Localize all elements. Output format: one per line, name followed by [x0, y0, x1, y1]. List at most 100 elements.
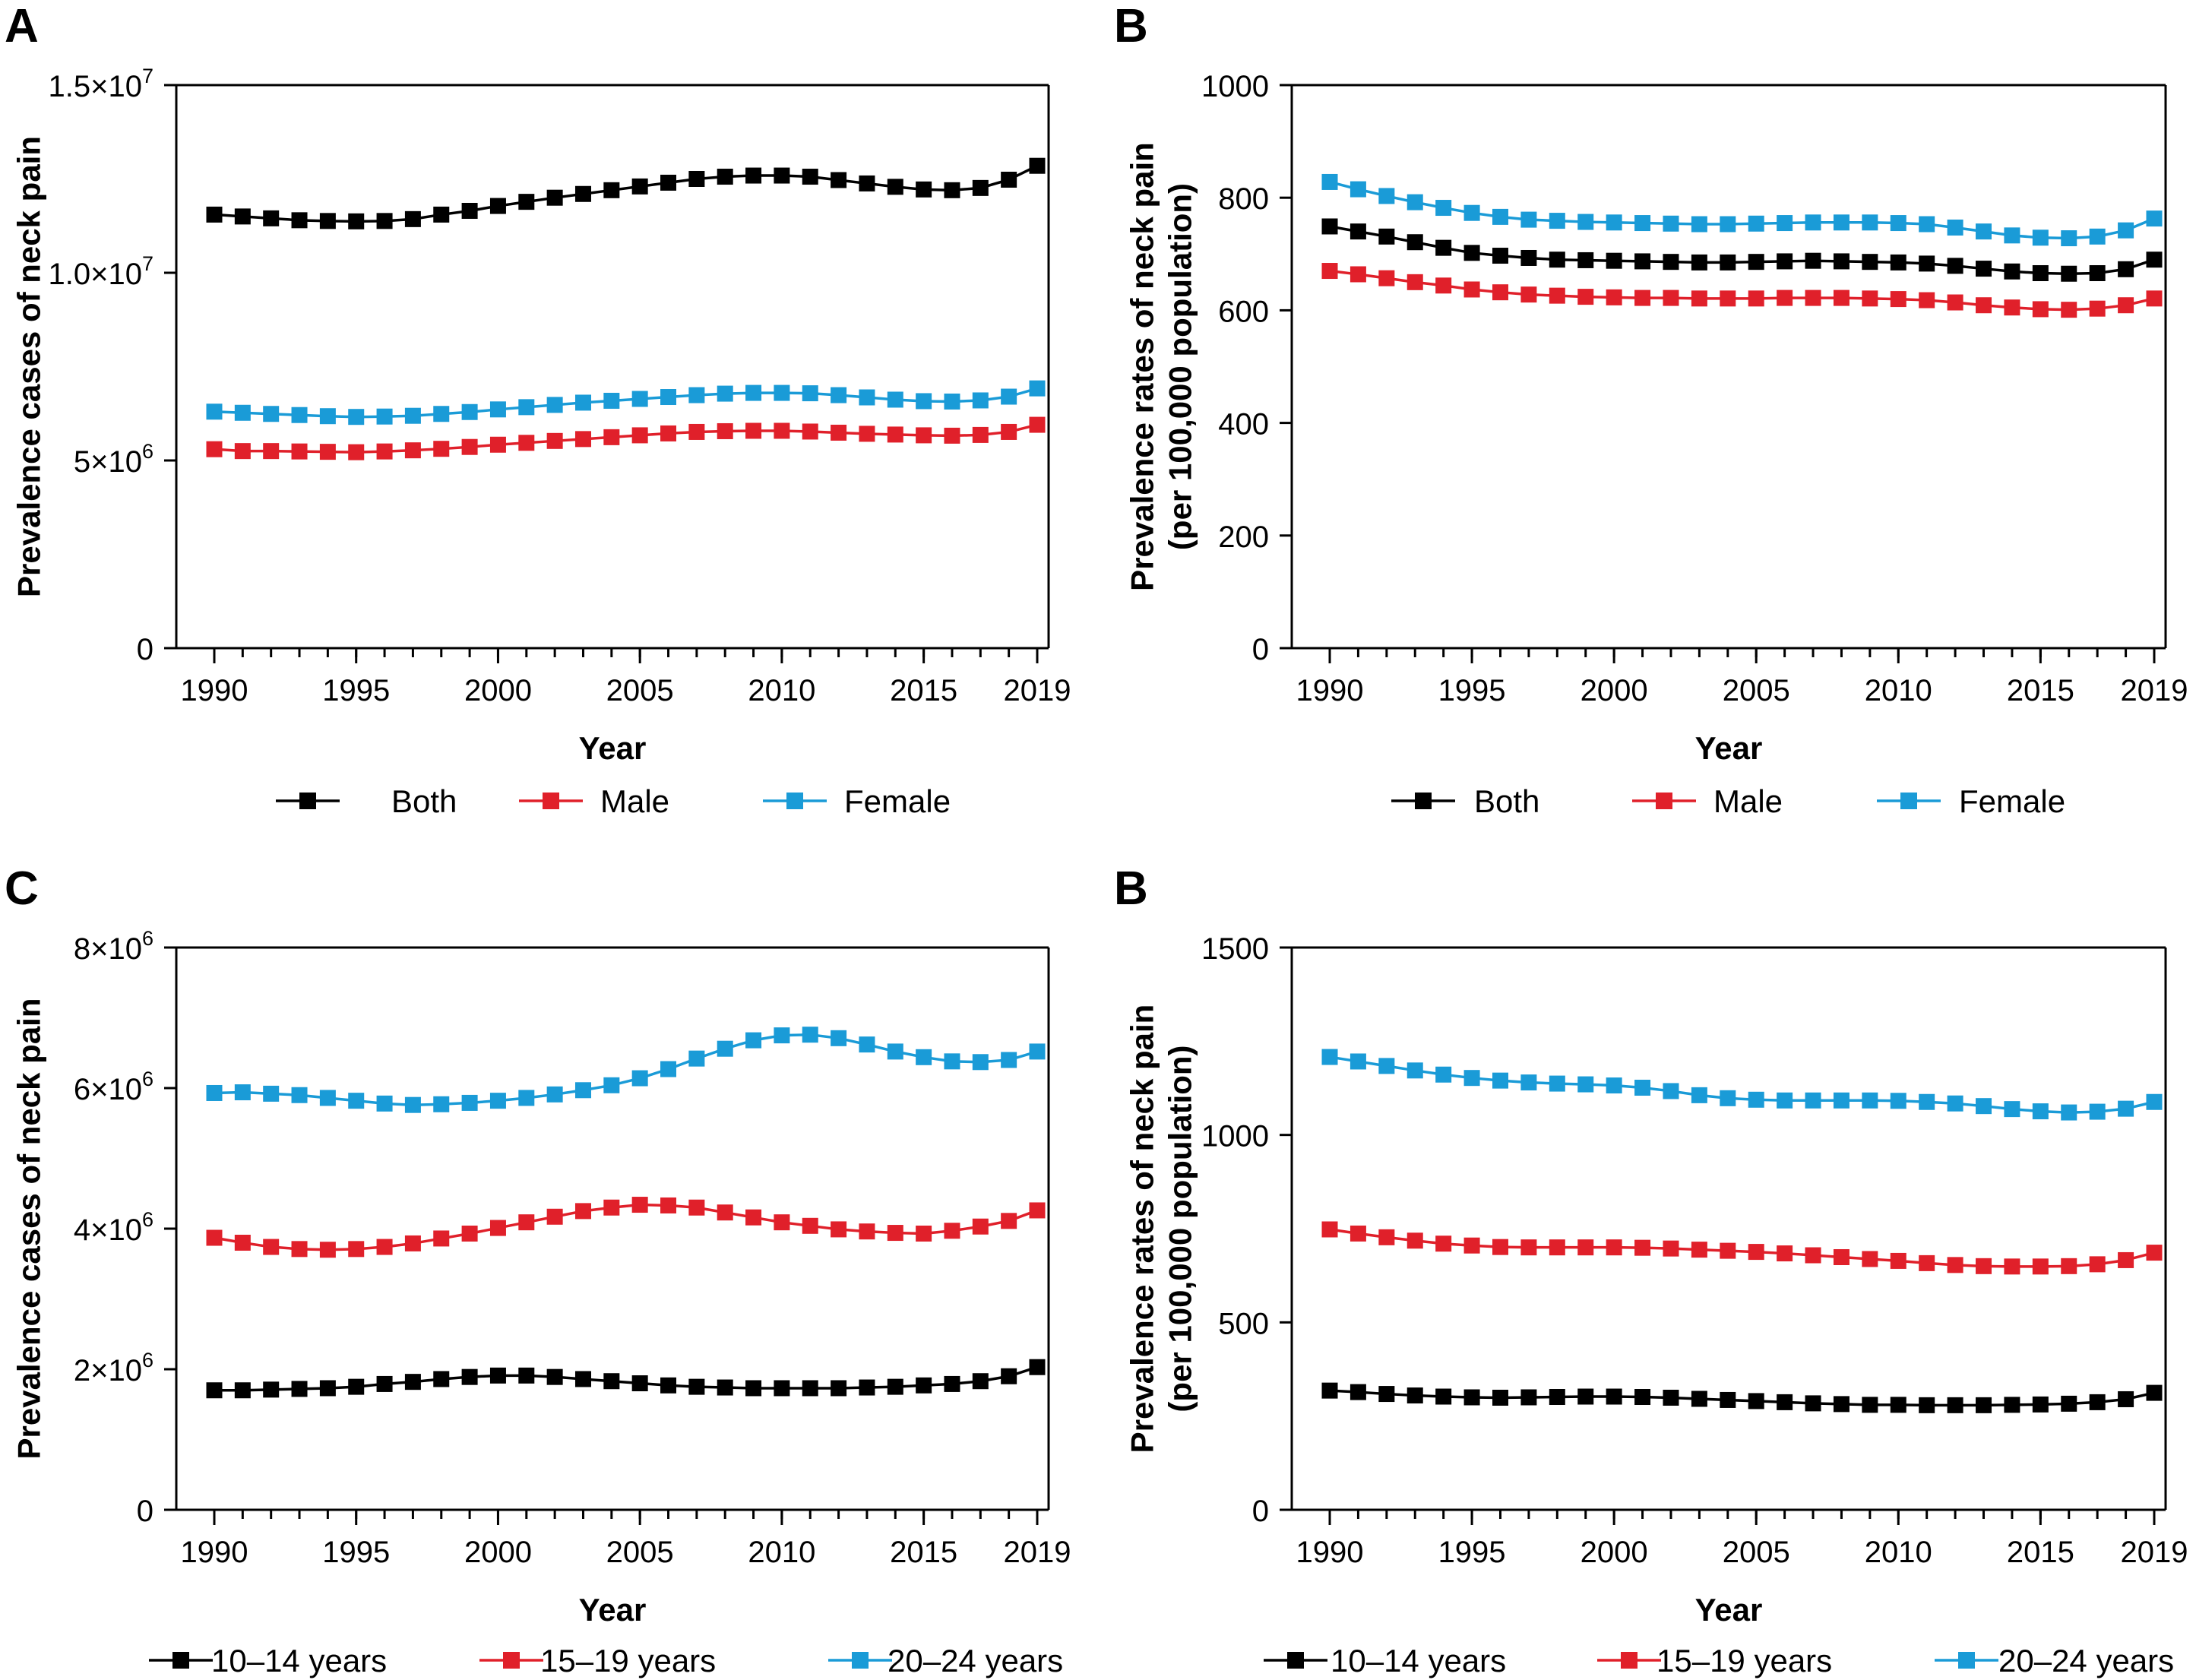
data-point [2004, 1101, 2020, 1118]
data-point [1378, 1229, 1395, 1245]
legend-marker [299, 793, 316, 809]
legend-entry: 10–14 years [149, 1643, 387, 1678]
x-tick-label: 2005 [1723, 674, 1790, 707]
legend-label: 10–14 years [1331, 1643, 1506, 1678]
data-point [234, 443, 251, 460]
y-tick-label: 200 [1218, 520, 1269, 554]
data-point [1407, 1062, 1423, 1079]
data-point [660, 1061, 677, 1077]
data-point [1976, 223, 1992, 240]
series-1 [206, 157, 1046, 229]
x-axis-title: Year [579, 1592, 647, 1628]
series-1 [1321, 218, 2163, 282]
data-point [745, 1032, 762, 1049]
data-point [518, 194, 535, 210]
data-point [404, 1374, 421, 1391]
data-point [348, 444, 365, 460]
series-line [214, 164, 1038, 223]
y-tick-label: 1500 [1201, 932, 1269, 966]
series-line [1329, 269, 2155, 312]
data-point [1890, 215, 1906, 232]
data-point [234, 1235, 251, 1251]
data-point [688, 171, 705, 187]
data-point [717, 1379, 733, 1396]
x-tick-label: 2000 [1581, 1536, 1648, 1569]
y-tick-mantissa: 6×10 [74, 1073, 142, 1106]
data-point [518, 1214, 535, 1231]
y-axis-title: Prevalence cases of neck pain [11, 998, 46, 1459]
y-tick-mantissa: 800 [1218, 182, 1269, 216]
legend-label: 15–19 years [540, 1643, 716, 1678]
data-point [404, 1235, 421, 1251]
data-point [1805, 1247, 1821, 1264]
y-tick-mantissa: 5×10 [74, 445, 142, 479]
data-point [489, 198, 506, 214]
data-point [887, 179, 903, 195]
data-point [831, 1380, 847, 1397]
data-point [461, 1094, 478, 1111]
data-point [1435, 239, 1452, 256]
data-point [1492, 284, 1508, 301]
legend-marker [852, 1652, 869, 1669]
y-tick-mantissa: 1.0×10 [49, 258, 142, 291]
data-point [1833, 1396, 1850, 1413]
series-3 [1321, 173, 2163, 247]
data-point [376, 1239, 393, 1255]
y-tick-mantissa: 200 [1218, 520, 1269, 554]
data-point [1947, 294, 1963, 311]
x-tick-label: 2005 [606, 674, 674, 707]
data-point [774, 1214, 790, 1231]
data-point [461, 1368, 478, 1385]
y-tick-mantissa: 0 [137, 633, 153, 666]
data-point [1350, 1225, 1366, 1242]
data-point [1029, 1043, 1046, 1060]
series-1 [1321, 1382, 2163, 1413]
data-point [461, 403, 478, 420]
data-point [1890, 1093, 1906, 1109]
data-point [319, 1090, 336, 1106]
legend-entry: Female [1877, 783, 2065, 819]
data-point [859, 426, 875, 442]
data-point [1492, 1072, 1508, 1089]
y-tick-exponent: 6 [142, 1349, 153, 1372]
data-point [1777, 215, 1793, 232]
data-point [1748, 254, 1764, 271]
data-point [206, 441, 223, 457]
series-line [1329, 180, 2155, 240]
legend-marker [1900, 793, 1917, 809]
data-point [1777, 253, 1793, 270]
data-point [291, 1087, 308, 1103]
data-point [1378, 270, 1395, 286]
series-line [214, 423, 1038, 454]
data-point [745, 1209, 762, 1226]
data-point [518, 1367, 535, 1384]
data-point [1549, 1389, 1565, 1406]
x-tick-label: 1995 [1438, 1536, 1506, 1569]
data-point [1777, 1092, 1793, 1109]
data-point [2118, 1100, 2134, 1117]
data-point [376, 1095, 393, 1112]
data-point [1350, 223, 1366, 240]
data-point [234, 404, 251, 421]
data-point [489, 436, 506, 453]
data-point [1606, 1077, 1622, 1094]
data-point [1919, 1397, 1935, 1413]
data-point [1833, 1248, 1850, 1265]
data-point [745, 384, 762, 401]
data-point [2004, 263, 2020, 280]
data-point [2146, 1245, 2163, 1261]
data-point [319, 1380, 336, 1397]
data-point [887, 1043, 903, 1060]
x-tick-label: 2019 [1004, 674, 1071, 707]
y-tick-mantissa: 1000 [1201, 1120, 1269, 1153]
data-point [1549, 287, 1565, 304]
data-point [1001, 1213, 1017, 1229]
y-tick-label: 1000 [1201, 70, 1269, 103]
data-point [1890, 291, 1906, 308]
legend-label: Both [1474, 783, 1539, 819]
y-tick-exponent: 6 [142, 1068, 153, 1090]
data-point [1805, 289, 1821, 306]
data-point [1720, 1391, 1736, 1408]
data-point [2032, 264, 2049, 281]
data-point [660, 174, 677, 191]
